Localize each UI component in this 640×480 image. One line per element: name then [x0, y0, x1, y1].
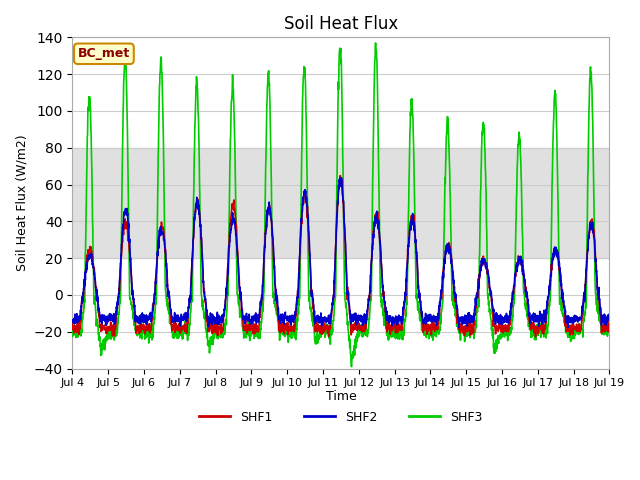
SHF3 [368, 227, 376, 233]
SHF3 [573, 328, 581, 334]
Legend: SHF1, SHF2, SHF3: SHF1, SHF2, SHF3 [194, 406, 488, 429]
SHF3 [372, 40, 380, 46]
SHF3 [68, 334, 76, 339]
SHF3 [218, 332, 226, 337]
SHF2 [356, 315, 364, 321]
SHF3 [356, 327, 364, 333]
Line: SHF2: SHF2 [72, 178, 609, 327]
Text: BC_met: BC_met [78, 47, 130, 60]
SHF2 [368, 251, 376, 257]
Y-axis label: Soil Heat Flux (W/m2): Soil Heat Flux (W/m2) [15, 134, 28, 271]
SHF1 [573, 328, 581, 334]
SHF3 [605, 329, 613, 335]
Bar [72, 148, 609, 258]
SHF1 [68, 321, 76, 326]
SHF3 [497, 332, 505, 338]
Line: SHF3: SHF3 [72, 43, 609, 367]
SHF3 [559, 311, 566, 316]
SHF1 [368, 243, 376, 249]
SHF3 [348, 364, 355, 370]
X-axis label: Time: Time [326, 390, 356, 403]
SHF2 [573, 316, 581, 322]
SHF1 [605, 325, 613, 331]
SHF2 [559, 292, 566, 298]
SHF1 [218, 326, 226, 332]
SHF2 [455, 324, 463, 330]
Line: SHF1: SHF1 [72, 176, 609, 337]
SHF1 [337, 173, 344, 179]
SHF2 [337, 175, 345, 180]
SHF1 [356, 327, 364, 333]
SHF2 [497, 317, 505, 323]
SHF1 [559, 287, 566, 293]
SHF2 [218, 319, 226, 324]
SHF1 [497, 320, 505, 326]
SHF2 [605, 315, 613, 321]
Title: Soil Heat Flux: Soil Heat Flux [284, 15, 398, 33]
SHF2 [68, 319, 76, 325]
SHF1 [532, 334, 540, 340]
